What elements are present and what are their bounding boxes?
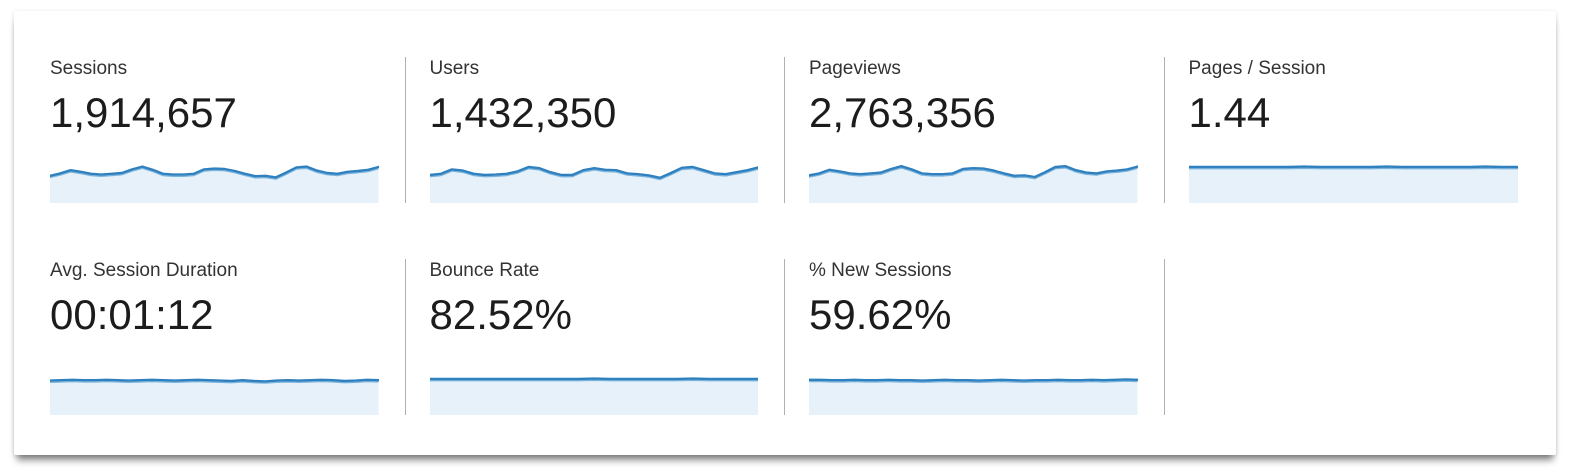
metric-card-new-sessions[interactable]: % New Sessions 59.62% (785, 259, 1165, 415)
metric-value: 1,432,350 (429, 89, 617, 136)
metric-card-bounce-rate[interactable]: Bounce Rate 82.52% (406, 259, 785, 415)
metric-value: 2,763,356 (809, 89, 996, 136)
metric-card-sessions[interactable]: Sessions 1,914,657 (26, 57, 406, 203)
metric-value: 82.52% (429, 291, 572, 338)
sparkline-chart (1188, 165, 1518, 203)
empty-cell (1165, 259, 1545, 415)
metric-label: Bounce Rate (429, 260, 540, 281)
metric-card-users[interactable]: Users 1,432,350 (406, 57, 785, 203)
metric-value: 1,914,657 (50, 89, 237, 136)
sparkline-chart (429, 377, 758, 415)
metric-card-pages-session[interactable]: Pages / Session 1.44 (1165, 57, 1545, 203)
sparkline-chart (809, 378, 1138, 415)
sparkline-chart (809, 165, 1138, 203)
metric-label: Pageviews (809, 58, 901, 79)
metric-value: 00:01:12 (50, 291, 214, 338)
metric-card-avg-session-duration[interactable]: Avg. Session Duration 00:01:12 (26, 259, 406, 415)
sparkline-chart (429, 165, 758, 203)
sparkline-chart (50, 378, 379, 415)
metric-value: 59.62% (809, 291, 952, 338)
metric-label: Avg. Session Duration (50, 260, 238, 281)
sparkline-chart (50, 165, 379, 203)
metric-card-pageviews[interactable]: Pageviews 2,763,356 (785, 57, 1165, 203)
metrics-grid: Sessions 1,914,657 Users 1,432,350 Pagev… (14, 11, 1556, 455)
metric-value: 1.44 (1188, 89, 1271, 136)
metric-label: % New Sessions (809, 260, 952, 281)
analytics-overview-panel: Sessions 1,914,657 Users 1,432,350 Pagev… (14, 11, 1556, 455)
metric-label: Sessions (50, 58, 128, 79)
metric-label: Users (429, 58, 480, 79)
metric-label: Pages / Session (1188, 58, 1326, 79)
